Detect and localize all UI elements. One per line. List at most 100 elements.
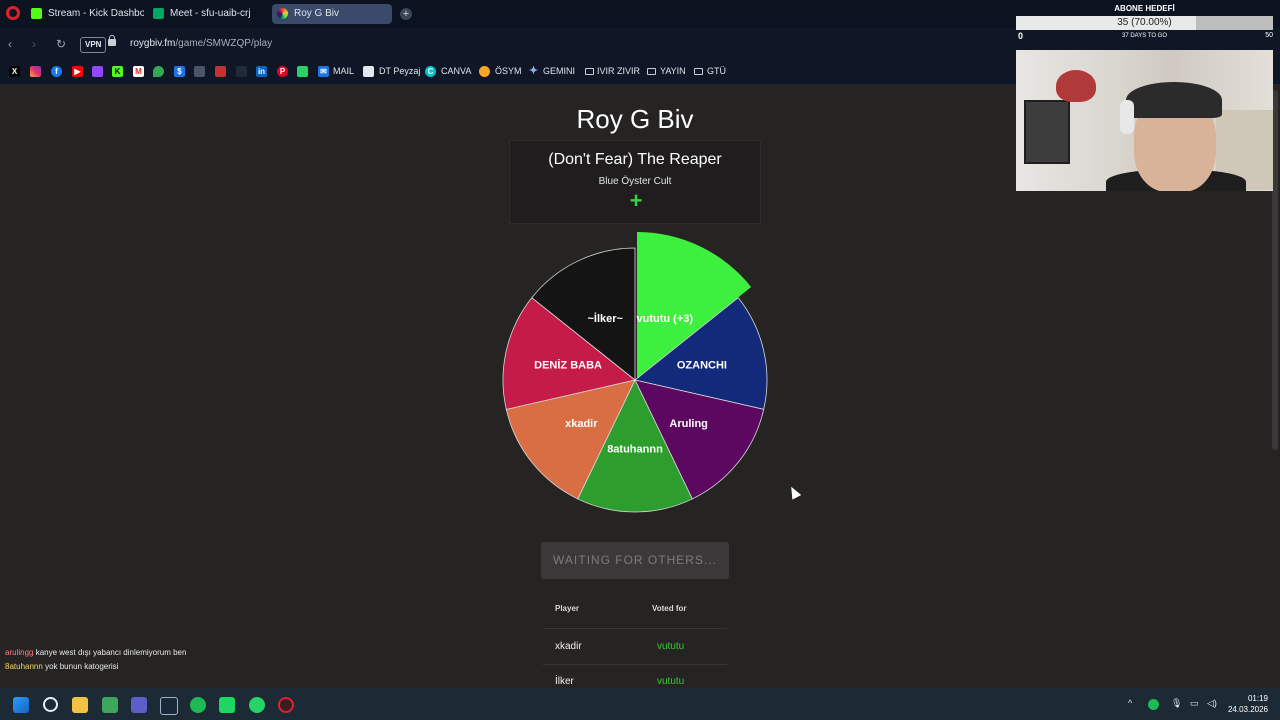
bookmark-ivir-zivir[interactable]: IVIR ZIVIR [597,66,641,76]
song-card: (Don't Fear) The Reaper Blue Öyster Cult… [509,140,761,224]
chevron-up-icon[interactable]: ^ [1128,698,1133,708]
chat-user: 8atuhannn [5,662,43,671]
bookmark-dt-peyzaj[interactable]: DT Peyzaj [379,66,421,76]
mail-icon: ✉ [318,66,329,77]
tab-meet[interactable]: Meet - sfu-uaib-crj [148,4,266,24]
tab-label: Roy G Biv [294,8,340,19]
windows-taskbar [0,688,1280,720]
chat-message: 8atuhannn yok bunun katogerisi [5,660,186,674]
bookmark-red-icon[interactable] [215,66,226,77]
browser-tab-bar: Stream - Kick Dashboard Meet - sfu-uaib-… [0,0,1280,28]
volume-icon[interactable]: ◁) [1207,698,1217,708]
url-host: roygbiv.fm [130,38,176,49]
wheel-slice [637,232,752,378]
url-field[interactable]: roygbiv.fm/game/SMWZQP/play [130,38,272,49]
back-icon[interactable]: ‹ [8,37,12,51]
meet-icon [153,8,164,19]
facebook-icon[interactable]: f [51,66,62,77]
goal-end: 50 [1265,32,1273,39]
pinterest-icon[interactable]: P [277,66,288,77]
bookmark-gtu[interactable]: GTÜ [707,66,726,76]
wall-frame [1024,100,1070,164]
link-icon[interactable] [194,66,205,77]
wheel-slice [502,297,636,410]
goal-progress-bar: 35 (70.00%) [1016,16,1273,30]
x-icon[interactable]: X [9,66,20,77]
windows-start-icon[interactable] [13,697,29,713]
spotify-icon[interactable] [190,697,206,713]
app-icon[interactable] [102,697,118,713]
forward-icon[interactable]: › [32,37,36,51]
wheel-player-label: Aruling [669,418,708,430]
twitch-icon[interactable] [92,66,103,77]
teams-icon[interactable] [131,697,147,713]
new-tab-button[interactable]: + [400,8,412,20]
song-title: (Don't Fear) The Reaper [548,151,722,168]
bookmark-yayin[interactable]: YAYIN [660,66,686,76]
bookmark-mail[interactable]: MAIL [333,66,355,76]
column-header-player: Player [555,604,580,613]
venetian-mask [1056,70,1096,102]
wheel-slice [634,379,765,500]
page-scrollbar[interactable] [1272,90,1278,450]
steam-icon[interactable] [160,697,178,715]
wheel-slice [577,379,693,513]
spotify-tray-icon[interactable] [1148,699,1159,710]
stream-overlay: ABONE HEDEFİ 35 (70.00%) 0 37 DAYS TO GO… [1016,0,1273,191]
instagram-icon[interactable] [30,66,41,77]
url-path: /game/SMWZQP/play [175,38,273,49]
kick-icon[interactable]: K [112,66,123,77]
wheel-player-label: OZANCHI [677,360,727,372]
waiting-button[interactable]: WAITING FOR OTHERS... [541,542,729,579]
taskbar-time[interactable]: 01:19 [1247,694,1268,703]
kick-icon [31,8,42,19]
whatsapp-icon[interactable] [297,66,308,77]
goal-title: ABONE HEDEFİ [1114,4,1175,13]
lock-icon[interactable] [108,35,116,46]
maps-icon[interactable] [153,66,164,77]
bookmark-dark-icon[interactable] [236,66,247,77]
folder-icon [647,68,656,75]
tab-label: Meet - sfu-uaib-crj [170,8,251,19]
file-explorer-icon[interactable] [72,697,88,713]
search-icon[interactable] [43,697,58,712]
roygbiv-icon [277,8,288,19]
gemini-icon: ✦ [528,65,539,77]
dt-peyzaj-icon [363,66,374,77]
opera-taskbar-icon[interactable] [278,697,294,713]
gmail-icon[interactable]: M [133,66,144,77]
goal-start: 0 [1018,31,1024,41]
youtube-icon[interactable]: ▶ [72,66,83,77]
player-name: İlker [555,676,574,687]
bookmark-gemini[interactable]: GEMINI [543,66,576,76]
tab-kick-dashboard[interactable]: Stream - Kick Dashboard [26,4,144,24]
wheel-slice [505,379,636,500]
tab-roy-g-biv[interactable]: Roy G Biv [272,4,392,24]
bookmark-osym[interactable]: ÖSYM [495,66,522,76]
column-header-voted: Voted for [652,604,687,613]
vpn-badge[interactable]: VPN [80,37,107,53]
taskbar-date[interactable]: 24.03.2026 [1227,705,1268,714]
linkedin-icon[interactable]: in [256,66,267,77]
song-artist: Blue Öyster Cult [598,176,672,187]
reload-icon[interactable]: ↻ [56,37,67,51]
bookmark-canva[interactable]: CANVA [441,66,472,76]
whatsapp-icon[interactable] [249,697,265,713]
goal-progress-text: 35 (70.00%) [1117,17,1172,28]
wheel-slice [531,247,636,381]
add-song-button[interactable]: + [629,188,643,213]
headset [1120,100,1134,134]
row-divider [543,628,727,629]
microphone-icon[interactable]: 🎙︎ [1171,698,1183,708]
dollar-icon[interactable]: $ [174,66,185,77]
kick-app-icon[interactable] [219,697,235,713]
tab-label: Stream - Kick Dashboard [48,8,144,19]
network-icon[interactable]: ▭ [1190,698,1199,708]
wheel-player-label: DENİZ BABA [534,359,602,372]
wheel-slice [634,297,768,410]
opera-logo-icon[interactable] [6,6,20,20]
wheel-player-label: vututu (+3) [637,313,694,325]
voted-for: vututu [657,676,685,687]
chat-message: arulingg kanye west dışı yabancı dinlemi… [5,646,186,660]
player-name: xkadir [555,641,582,652]
